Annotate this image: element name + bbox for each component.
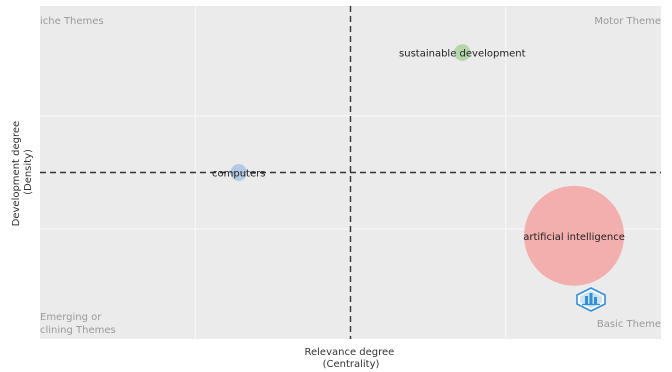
point-label-2: artificial intelligence — [523, 232, 625, 243]
point-1 — [230, 164, 248, 181]
quadrant-bottom-left-line-1: Emerging or — [40, 312, 102, 323]
point-label-0: sustainable development — [399, 49, 526, 60]
x-axis-label-line-2: (Centrality) — [323, 359, 380, 370]
point-2 — [524, 185, 625, 286]
bibliometrix-logo-icon — [576, 287, 606, 312]
quadrant-bottom-left-line-2: clining Themes — [40, 325, 116, 336]
points-layer: sustainable development computers artifici… — [212, 44, 625, 286]
point-0 — [453, 44, 471, 61]
point-label-1: computers — [212, 169, 265, 180]
y-axis-label-line-2: (Density) — [23, 149, 34, 195]
quadrant-top-left-label: iche Themes — [40, 16, 104, 27]
x-axis-label-line-1: Relevance degree — [304, 347, 394, 358]
x-axis-label: Relevance degree (Centrality) — [304, 347, 397, 370]
quadrant-bottom-left-label: Emerging or clining Themes — [40, 312, 116, 336]
y-axis-label-line-1: Development degree — [11, 121, 22, 227]
y-axis-label: Development degree (Density) — [11, 118, 34, 227]
quadrant-bottom-right-label: Basic Theme — [597, 319, 661, 330]
quadrant-top-right-label: Motor Theme — [594, 16, 661, 27]
